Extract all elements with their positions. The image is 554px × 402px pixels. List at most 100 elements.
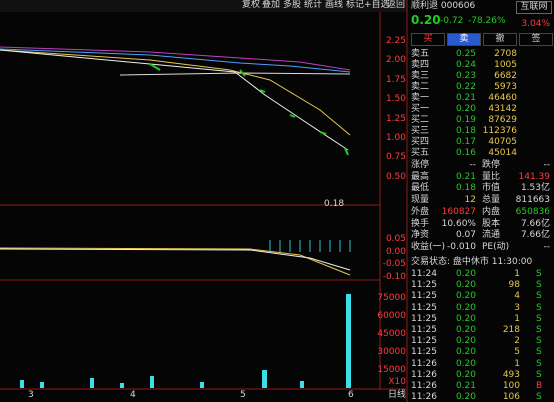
stat-value: 7.66亿 (520, 218, 550, 229)
trade-volume: 1 (514, 358, 520, 369)
stat-value: 0.18 (455, 183, 476, 194)
trade-side: S (536, 325, 542, 335)
trade-volume: 218 (502, 325, 520, 335)
stat-value: 0.07 (455, 230, 476, 241)
book-label: 买二 (411, 115, 430, 125)
stat-value: 141.39 (518, 171, 551, 182)
book-label: 买一 (411, 104, 430, 114)
trade-price: 0.21 (455, 381, 476, 391)
toolbar-button[interactable]: 返回 (387, 0, 406, 10)
trade-price: 0.20 (455, 325, 476, 335)
stat-label: 总量 (482, 195, 501, 206)
stat-label: 涨停 (411, 160, 430, 170)
indicator-tick-label: -0.05 (382, 259, 406, 269)
trade-price: 0.20 (455, 313, 476, 324)
book-price: 0.24 (455, 60, 476, 70)
stat-label: PE(动) (482, 241, 510, 252)
trade-side: S (536, 336, 542, 347)
trade-volume: 4 (514, 291, 520, 302)
stat-value: -- (543, 241, 551, 252)
book-price: 0.20 (455, 104, 476, 114)
toolbar-button[interactable]: 标记 (346, 0, 365, 10)
toolbar-bg (0, 0, 407, 12)
book-price: 0.23 (455, 71, 476, 81)
price-lines (0, 46, 351, 156)
status: 交易状态: 盘中休市 11:30:00 (411, 257, 533, 267)
volume-tick-label: 30000 (377, 347, 406, 357)
trade-side: S (536, 392, 542, 402)
button[interactable]: 买 (411, 33, 445, 46)
book-price: 0.16 (455, 148, 476, 158)
indicator-tick-label: -0.10 (382, 271, 406, 282)
stat-label: 量比 (482, 171, 501, 182)
toolbar-button[interactable]: 画线 (325, 0, 344, 10)
trade-time: 11:25 (411, 280, 437, 291)
toolbar-button[interactable]: 叠加 (262, 0, 281, 10)
stat-value: 650836 (515, 206, 550, 217)
trade-time: 11:25 (411, 347, 437, 358)
trade-volume: 1 (514, 269, 520, 279)
toolbar-button[interactable]: 多股 (283, 0, 302, 10)
trade-side: S (536, 302, 542, 313)
indicator-tick-label: 0.05 (385, 234, 406, 244)
trade-price: 0.20 (455, 336, 476, 347)
book-volume: 40705 (488, 137, 517, 147)
volume-tick-label: 45000 (377, 329, 406, 339)
button[interactable]: 签 (519, 33, 553, 46)
book-volume: 112376 (482, 126, 517, 136)
trade-side: S (536, 313, 542, 324)
change-pct: -78.26% (468, 16, 506, 26)
trade-time: 11:26 (411, 392, 437, 402)
volume-tick-label: 15000 (377, 365, 406, 375)
trade-side: S (536, 280, 542, 291)
stat-value: 10.60% (441, 218, 476, 229)
price-tick-label: 0.50 (385, 171, 406, 182)
price-tick-label: 1.75 (385, 74, 406, 85)
indicator-tick-label: 0.00 (385, 246, 406, 257)
trade-price: 0.20 (455, 302, 476, 313)
toolbar-button[interactable]: 统计 (304, 0, 323, 10)
trade-side: S (536, 291, 542, 302)
price-tick-label: 2.25 (385, 36, 406, 46)
book-volume: 6682 (494, 71, 517, 81)
book-price: 0.17 (455, 137, 476, 147)
stat-label: 最低 (411, 183, 430, 194)
trade-time: 11:25 (411, 325, 437, 335)
trade-price: 0.20 (455, 269, 476, 279)
book-label: 买三 (411, 126, 430, 136)
price-tick-label: 0.75 (385, 152, 406, 163)
trade-time: 11:25 (411, 302, 437, 313)
price-tick-label: 1.00 (385, 133, 406, 143)
trade-side: B (536, 381, 543, 391)
change: -0.72 (440, 16, 464, 26)
trade-price: 0.20 (455, 369, 476, 380)
stat-label: 净资 (411, 230, 430, 241)
price-tick-label: 2.00 (385, 55, 406, 66)
trade-side: S (536, 347, 542, 358)
stat-value: -0.010 (446, 241, 476, 252)
stat-value: 1.53亿 (520, 183, 550, 194)
trade-price: 0.20 (455, 280, 476, 291)
book-label: 卖五 (411, 49, 430, 59)
trade-volume: 98 (508, 280, 520, 291)
toolbar-button[interactable]: +自选 (364, 0, 390, 10)
stat-label: 最高 (411, 171, 430, 182)
trade-volume: 100 (502, 381, 520, 391)
book-volume: 1005 (494, 60, 517, 70)
volume-bars (20, 294, 351, 388)
trade-time: 11:25 (411, 313, 437, 324)
button[interactable]: 卖 (447, 33, 481, 46)
stat-label: 流通 (482, 230, 501, 241)
toolbar-button[interactable]: 复权 (242, 0, 261, 10)
sector-pct: 3.04% (521, 19, 550, 29)
trade-time: 11:26 (411, 358, 437, 369)
stat-label: 收益(一) (411, 241, 446, 252)
button[interactable]: 撤 (483, 33, 517, 46)
book-volume: 87629 (488, 115, 517, 125)
trade-price: 0.20 (455, 347, 476, 358)
trade-price: 0.20 (455, 291, 476, 302)
price-tick-label: 1.50 (385, 94, 406, 105)
book-price: 0.22 (455, 82, 476, 92)
